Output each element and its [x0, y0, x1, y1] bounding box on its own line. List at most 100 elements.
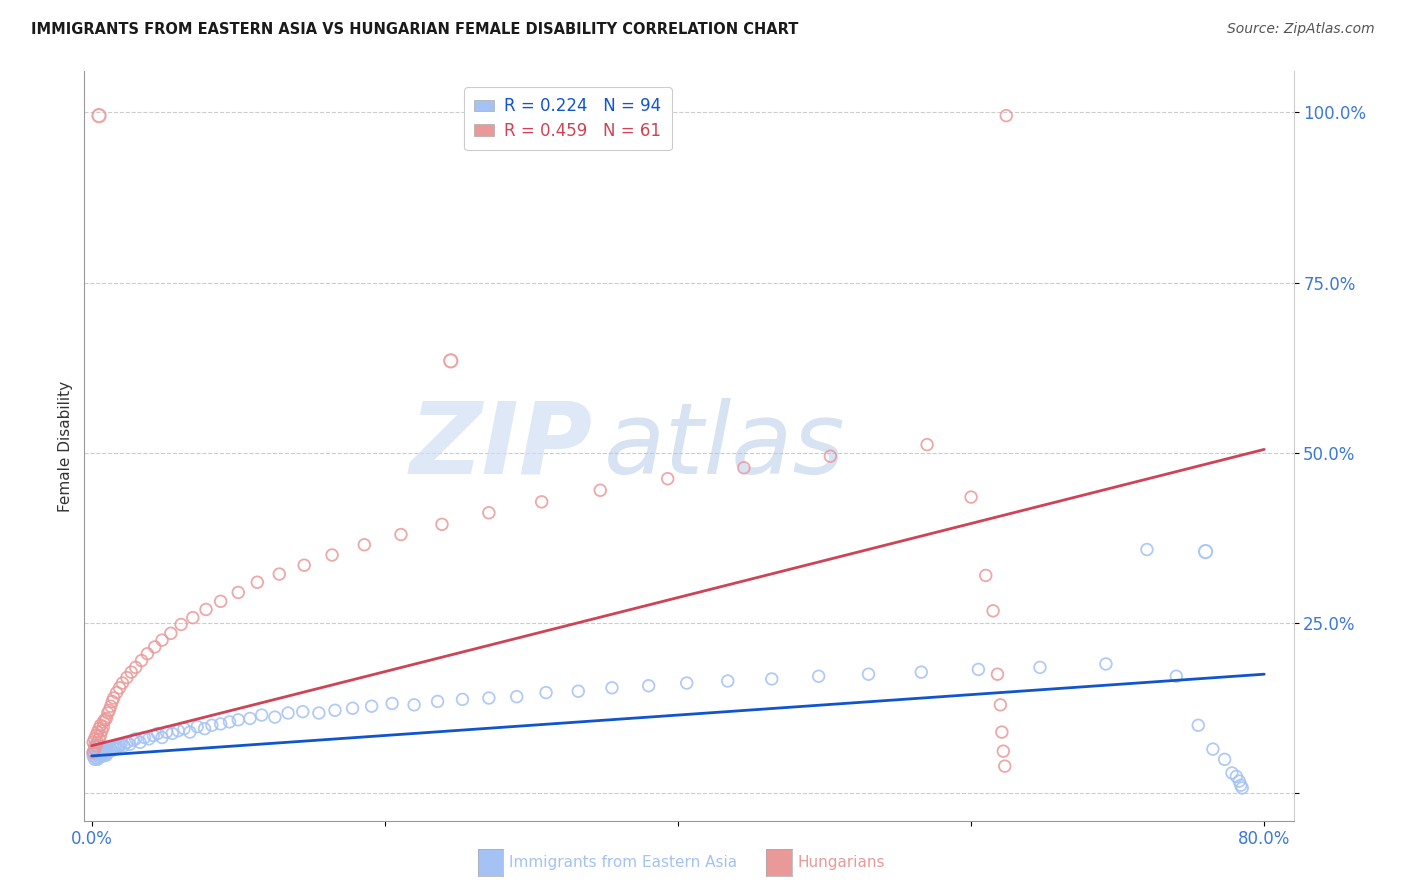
Point — [84, 740, 107, 755]
Point — [269, 567, 291, 582]
Point — [1166, 669, 1188, 683]
Point — [1213, 752, 1236, 766]
Point — [195, 602, 218, 616]
Point — [430, 517, 453, 532]
Point — [226, 713, 249, 727]
Point — [567, 684, 589, 698]
Point — [342, 701, 364, 715]
Point — [97, 746, 120, 760]
Point — [96, 748, 118, 763]
Point — [93, 714, 115, 729]
Point — [87, 731, 110, 746]
Point — [142, 729, 165, 743]
Point — [155, 725, 177, 739]
Point — [91, 723, 114, 738]
Point — [250, 708, 273, 723]
Point — [93, 748, 115, 763]
Point — [323, 703, 346, 717]
Point — [103, 741, 125, 756]
Point — [451, 692, 474, 706]
Point — [186, 720, 208, 734]
Point — [84, 739, 107, 753]
Point — [105, 685, 128, 699]
Point — [86, 742, 108, 756]
Point — [807, 669, 830, 683]
Point — [94, 740, 117, 755]
Point — [110, 737, 132, 751]
Point — [478, 506, 501, 520]
Point — [138, 731, 160, 746]
Point — [181, 610, 204, 624]
Point — [89, 748, 111, 763]
Point — [82, 746, 104, 760]
Point — [426, 694, 449, 708]
Point — [108, 739, 131, 753]
Point — [506, 690, 529, 704]
Point — [733, 460, 755, 475]
Text: Hungarians: Hungarians — [797, 855, 884, 870]
Point — [84, 729, 107, 743]
Point — [87, 750, 110, 764]
Text: ZIP: ZIP — [409, 398, 592, 494]
Point — [292, 558, 315, 573]
Point — [83, 747, 105, 761]
Point — [84, 746, 107, 760]
Point — [87, 739, 110, 753]
Point — [993, 744, 1015, 758]
Point — [1232, 780, 1254, 795]
Point — [960, 490, 983, 504]
Point — [246, 575, 269, 590]
Point — [1202, 742, 1225, 756]
Point — [89, 743, 111, 757]
Text: IMMIGRANTS FROM EASTERN ASIA VS HUNGARIAN FEMALE DISABILITY CORRELATION CHART: IMMIGRANTS FROM EASTERN ASIA VS HUNGARIA… — [31, 22, 799, 37]
Point — [96, 742, 118, 756]
Point — [91, 741, 114, 756]
Point — [89, 729, 111, 743]
Point — [150, 633, 173, 648]
Point — [96, 711, 118, 725]
Point — [1227, 774, 1250, 789]
Point — [136, 647, 159, 661]
Point — [91, 747, 114, 762]
Point — [440, 354, 463, 368]
Point — [1229, 778, 1251, 792]
Point — [86, 735, 108, 749]
Point — [1220, 766, 1243, 780]
Point — [87, 744, 110, 758]
Point — [990, 698, 1012, 712]
Point — [86, 752, 108, 766]
Point — [87, 722, 110, 736]
Point — [308, 706, 330, 720]
Point — [226, 585, 249, 599]
Point — [209, 717, 232, 731]
Point — [83, 739, 105, 753]
Point — [381, 697, 404, 711]
Point — [170, 617, 193, 632]
Point — [100, 699, 122, 714]
Point — [87, 109, 110, 123]
Point — [995, 109, 1018, 123]
Point — [103, 691, 125, 706]
Point — [93, 720, 115, 734]
Point — [112, 739, 135, 753]
Point — [83, 752, 105, 766]
Point — [1225, 769, 1247, 783]
Point — [321, 548, 343, 562]
Point — [478, 691, 501, 706]
Point — [105, 742, 128, 756]
Point — [910, 665, 932, 680]
Point — [360, 699, 382, 714]
Point — [761, 672, 783, 686]
Point — [404, 698, 426, 712]
Point — [353, 538, 375, 552]
Point — [120, 665, 142, 680]
Point — [218, 714, 240, 729]
Point — [1095, 657, 1118, 671]
Point — [291, 705, 314, 719]
Point — [82, 746, 104, 760]
Point — [160, 626, 183, 640]
Point — [967, 662, 990, 676]
Point — [83, 742, 105, 756]
Point — [530, 495, 553, 509]
Point — [974, 568, 997, 582]
